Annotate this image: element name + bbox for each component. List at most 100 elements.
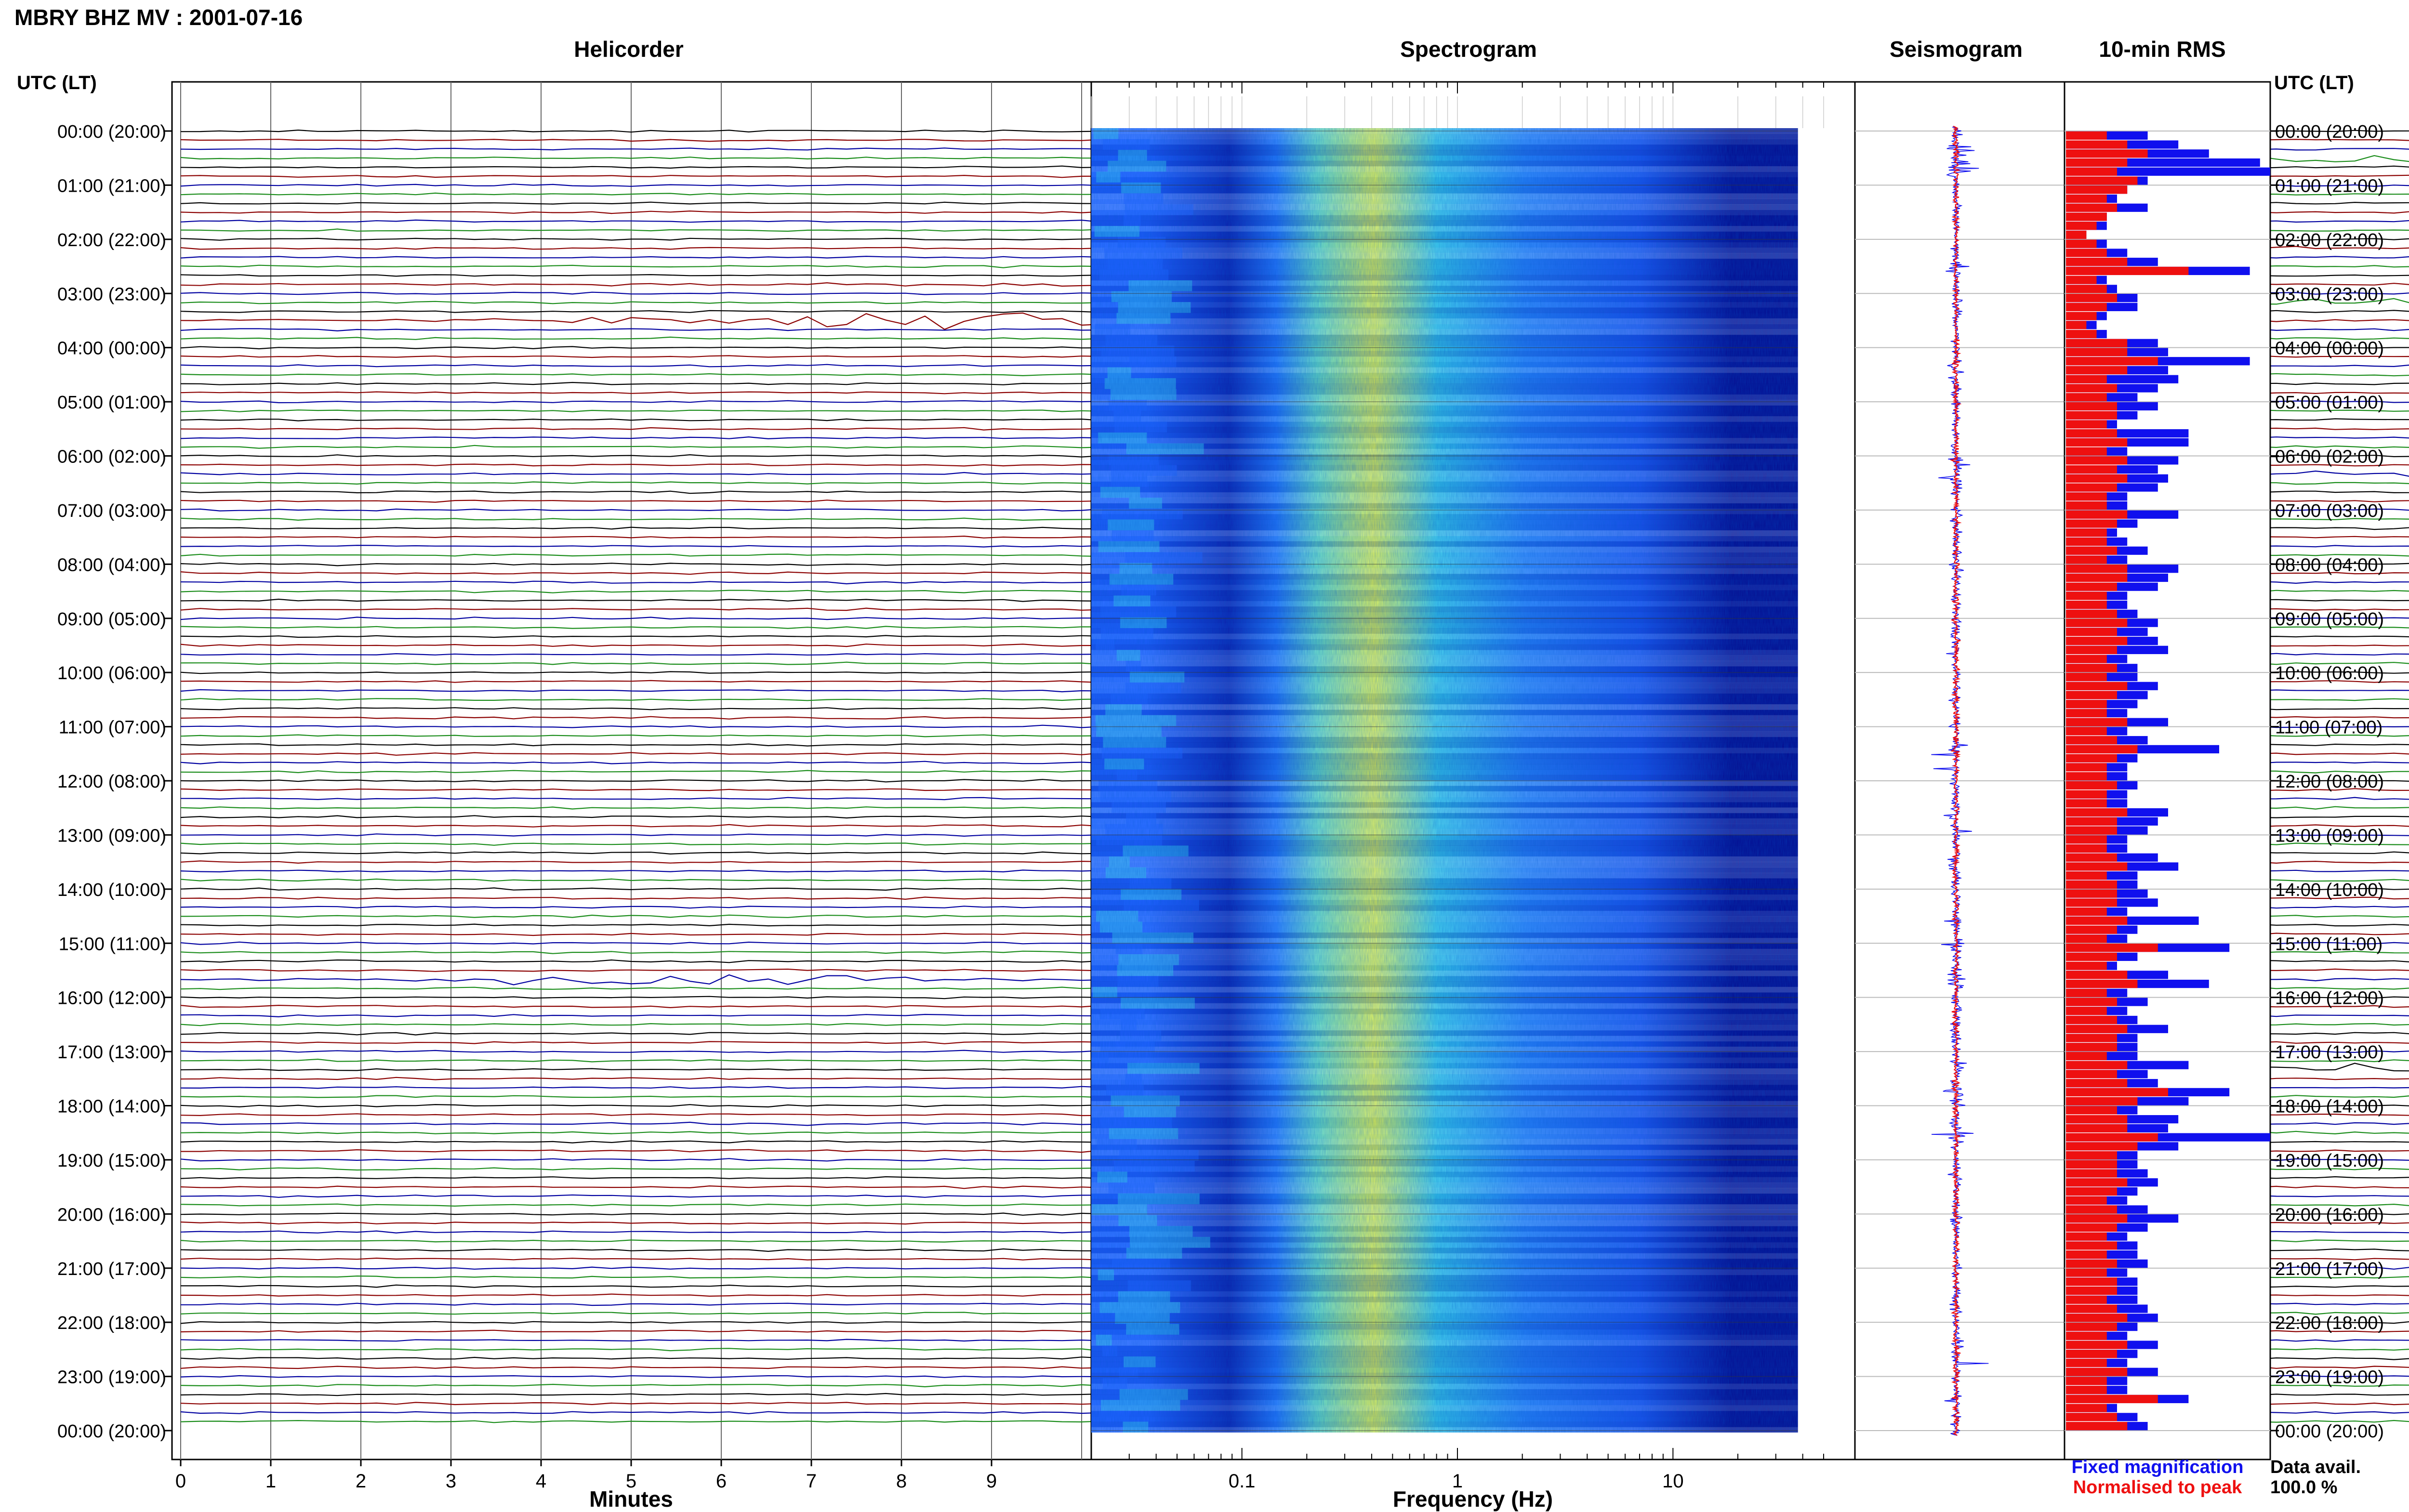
rms-bar-normalised: [2066, 853, 2117, 862]
row-label-right: 05:00 (01:00): [2275, 393, 2384, 413]
rms-bar-normalised: [2066, 781, 2117, 789]
rms-bar-normalised: [2066, 465, 2117, 474]
rms-bar-normalised: [2066, 880, 2117, 889]
rms-bar-normalised: [2066, 889, 2117, 898]
row-label-right: 06:00 (02:00): [2275, 447, 2384, 467]
rms-bar-normalised: [2066, 609, 2117, 618]
rms-bar-normalised: [2066, 1304, 2117, 1313]
rms-bar-normalised: [2066, 862, 2128, 871]
rms-bar-normalised: [2066, 1386, 2107, 1394]
row-label-left: 18:00 (14:00): [57, 1097, 166, 1117]
helicorder-x-tick-label: 9: [986, 1471, 997, 1492]
rms-bar-normalised: [2066, 1377, 2107, 1385]
rms-bar-normalised: [2066, 1034, 2117, 1042]
rms-bar-normalised: [2066, 1322, 2117, 1331]
rms-bar-normalised: [2066, 528, 2107, 537]
rms-bar-normalised: [2066, 943, 2158, 952]
rms-bar-normalised: [2066, 1205, 2117, 1214]
rms-bar-normalised: [2066, 276, 2097, 284]
rms-bar-normalised: [2066, 1025, 2128, 1033]
rms-bar-normalised: [2066, 691, 2117, 699]
rms-bar-normalised: [2066, 601, 2107, 609]
row-label-right: 16:00 (12:00): [2275, 988, 2384, 1009]
rms-bar-normalised: [2066, 645, 2117, 654]
rms-panel: [163, 81, 2279, 1460]
row-label-right: 18:00 (14:00): [2275, 1097, 2384, 1117]
row-label-left: 23:00 (19:00): [57, 1367, 166, 1388]
helicorder-x-tick-label: 7: [806, 1471, 817, 1492]
row-label-left: 17:00 (13:00): [57, 1042, 166, 1063]
row-label-left: 14:00 (10:00): [57, 880, 166, 900]
row-label-right: 14:00 (10:00): [2275, 880, 2384, 900]
helicorder-x-tick-label: 4: [536, 1471, 546, 1492]
rms-bar-normalised: [2066, 266, 2189, 276]
rms-bar-normalised: [2066, 844, 2107, 853]
rms-bar-normalised: [2066, 1422, 2128, 1431]
data-availability-value: 100.0 %: [2270, 1477, 2337, 1498]
row-label-right: 17:00 (13:00): [2275, 1042, 2384, 1063]
rms-bar-normalised: [2066, 565, 2128, 573]
rms-bar-normalised: [2066, 348, 2128, 356]
row-label-left: 07:00 (03:00): [57, 501, 166, 521]
row-label-right: 21:00 (17:00): [2275, 1259, 2384, 1279]
rms-bar-normalised: [2066, 474, 2128, 483]
rms-title: 10-min RMS: [2099, 37, 2225, 62]
right-axis-header: UTC (LT): [2274, 72, 2354, 93]
rms-bar-normalised: [2066, 971, 2128, 979]
rms-bar-normalised: [2066, 582, 2117, 591]
row-label-left: 02:00 (22:00): [57, 230, 166, 250]
rms-bar-normalised: [2066, 1007, 2107, 1015]
rms-bar-normalised: [2066, 1394, 2158, 1404]
rms-bar-normalised: [2066, 1295, 2107, 1304]
rms-bar-normalised: [2066, 1331, 2107, 1340]
rms-bar-normalised: [2066, 573, 2128, 582]
rms-bar-normalised: [2066, 835, 2107, 844]
row-label-left: 05:00 (01:00): [57, 393, 166, 413]
helicorder-x-tick-label: 3: [446, 1471, 456, 1492]
rms-bar-normalised: [2066, 366, 2128, 375]
rms-bar-normalised: [2066, 727, 2107, 736]
row-label-left: 19:00 (15:00): [57, 1151, 166, 1171]
row-label-right: 07:00 (03:00): [2275, 501, 2384, 521]
rms-bar-normalised: [2066, 1187, 2117, 1196]
row-label-right: 23:00 (19:00): [2275, 1367, 2384, 1388]
row-label-left: 03:00 (23:00): [57, 284, 166, 304]
rms-bar-normalised: [2066, 167, 2117, 176]
rms-bar-normalised: [2066, 375, 2107, 383]
row-label-left: 11:00 (07:00): [59, 718, 166, 738]
row-label-left: 22:00 (18:00): [57, 1313, 166, 1333]
row-label-right: 22:00 (18:00): [2275, 1313, 2384, 1333]
row-label-left: 00:00 (20:00): [57, 1421, 166, 1442]
rms-bar-normalised: [2066, 1241, 2117, 1250]
rms-bar-normalised: [2066, 555, 2107, 564]
spectrogram-x-label: Frequency (Hz): [1393, 1486, 1553, 1512]
rms-bar-normalised: [2066, 1115, 2128, 1124]
row-label-right: 01:00 (21:00): [2275, 176, 2384, 196]
row-label-left: 15:00 (11:00): [59, 934, 166, 954]
rms-bar-normalised: [2066, 492, 2107, 501]
seismogram-normalised-trace: [1949, 126, 1962, 1436]
rms-bar-normalised: [2066, 384, 2117, 393]
helicorder-title: Helicorder: [574, 37, 684, 62]
row-label-right: 12:00 (08:00): [2275, 772, 2384, 792]
rms-bar-normalised: [2066, 1404, 2107, 1412]
seismogram-panel: [1854, 81, 2065, 1460]
legend-fixed-magnification: Fixed magnification: [2072, 1457, 2244, 1477]
rms-bar-normalised: [2066, 907, 2107, 916]
rms-bar-normalised: [2066, 140, 2128, 149]
rms-bar-normalised: [2066, 1088, 2168, 1097]
rms-bar-normalised: [2066, 1259, 2117, 1268]
rms-bar-normalised: [2066, 1097, 2138, 1105]
rms-bar-normalised: [2066, 672, 2107, 682]
helicorder-x-tick-label: 8: [896, 1471, 907, 1492]
rms-bar-normalised: [2066, 339, 2128, 347]
rms-bar-normalised: [2066, 826, 2117, 835]
rms-bar-normalised: [2066, 934, 2107, 943]
row-label-left: 13:00 (09:00): [57, 826, 166, 846]
rms-bar-normalised: [2066, 1286, 2117, 1295]
rms-bar-normalised: [2066, 537, 2107, 546]
rms-bar-normalised: [2066, 158, 2128, 167]
page-title: MBRY BHZ MV : 2001-07-16: [14, 5, 303, 30]
rms-bar-normalised: [2066, 979, 2138, 988]
